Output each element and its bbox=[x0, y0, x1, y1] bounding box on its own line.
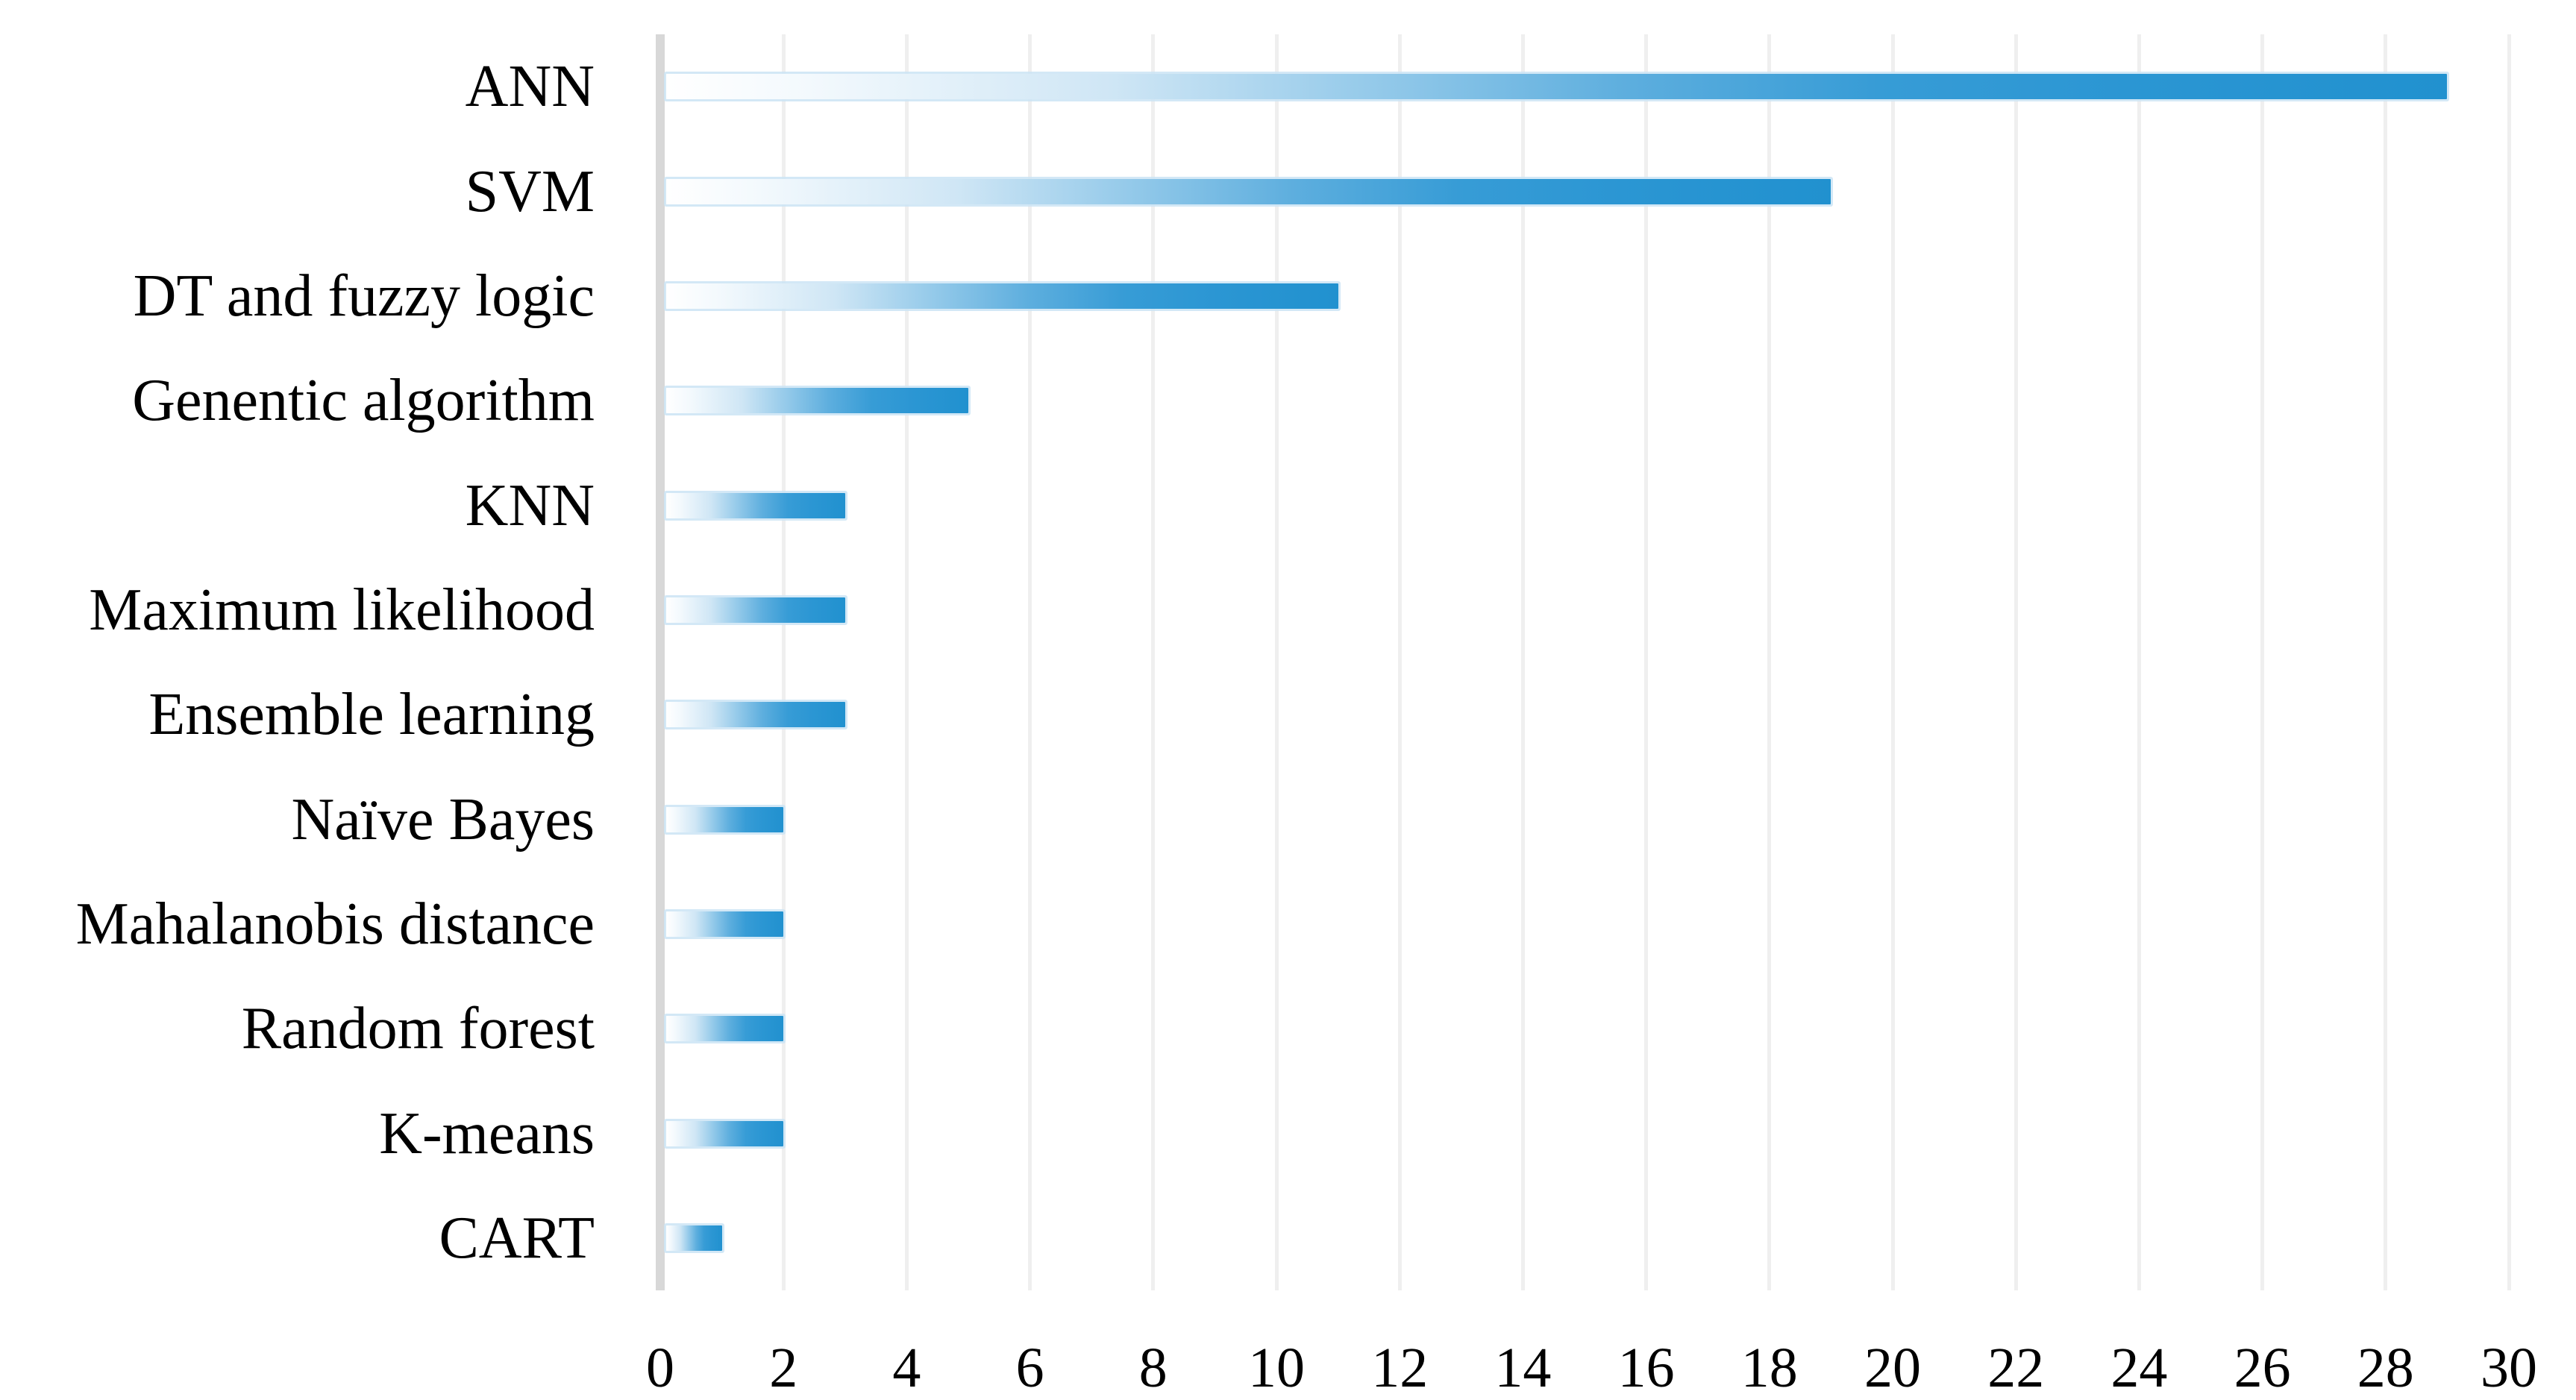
bar bbox=[666, 911, 784, 937]
x-tick-label: 26 bbox=[2234, 1337, 2291, 1399]
x-gridline bbox=[904, 34, 909, 1290]
bar bbox=[666, 74, 2448, 100]
x-gridline bbox=[2507, 34, 2511, 1290]
category-label: SVM bbox=[465, 158, 595, 225]
bar bbox=[666, 283, 1338, 309]
category-label: KNN bbox=[465, 472, 595, 539]
bar bbox=[666, 1016, 784, 1042]
x-gridline bbox=[1028, 34, 1032, 1290]
x-gridline bbox=[2384, 34, 2388, 1290]
x-gridline bbox=[1520, 34, 1525, 1290]
category-label: Mahalanobis distance bbox=[75, 891, 595, 957]
category-label: CART bbox=[439, 1205, 595, 1271]
x-gridline bbox=[2137, 34, 2141, 1290]
x-tick-label: 18 bbox=[1740, 1337, 1798, 1399]
x-gridline bbox=[2260, 34, 2265, 1290]
x-tick-label: 22 bbox=[1987, 1337, 2045, 1399]
x-tick-label: 28 bbox=[2357, 1337, 2414, 1399]
bar bbox=[666, 702, 845, 728]
bar bbox=[666, 597, 845, 623]
x-tick-label: 2 bbox=[769, 1337, 798, 1399]
x-tick-label: 20 bbox=[1864, 1337, 1921, 1399]
x-gridline bbox=[1767, 34, 1772, 1290]
y-axis-line bbox=[656, 34, 665, 1290]
x-tick-label: 14 bbox=[1494, 1337, 1552, 1399]
bar bbox=[666, 388, 968, 414]
x-gridline bbox=[1644, 34, 1649, 1290]
category-label: K-means bbox=[379, 1100, 595, 1167]
x-gridline bbox=[1397, 34, 1402, 1290]
category-label: Naïve Bayes bbox=[291, 786, 595, 853]
x-gridline bbox=[781, 34, 786, 1290]
category-label: Genentic algorithm bbox=[132, 368, 595, 434]
x-tick-label: 16 bbox=[1617, 1337, 1675, 1399]
x-tick-label: 30 bbox=[2481, 1337, 2537, 1399]
x-tick-label: 24 bbox=[2110, 1337, 2168, 1399]
bar bbox=[666, 492, 845, 518]
x-tick-label: 0 bbox=[646, 1337, 674, 1399]
x-tick-label: 12 bbox=[1371, 1337, 1429, 1399]
x-tick-label: 4 bbox=[892, 1337, 921, 1399]
category-label: DT and fuzzy logic bbox=[133, 263, 595, 329]
bar bbox=[666, 178, 1831, 204]
bar bbox=[666, 1225, 722, 1251]
x-tick-label: 8 bbox=[1138, 1337, 1168, 1399]
x-tick-label: 10 bbox=[1248, 1337, 1305, 1399]
category-label: Ensemble learning bbox=[148, 682, 595, 748]
bar bbox=[666, 806, 784, 832]
category-label: Random forest bbox=[241, 996, 595, 1062]
x-tick-label: 6 bbox=[1015, 1337, 1044, 1399]
category-label: ANN bbox=[465, 54, 595, 120]
category-label: Maximum likelihood bbox=[89, 577, 595, 643]
bar bbox=[666, 1120, 784, 1146]
x-gridline bbox=[1274, 34, 1279, 1290]
x-gridline bbox=[1890, 34, 1895, 1290]
x-gridline bbox=[2014, 34, 2018, 1290]
x-gridline bbox=[1151, 34, 1156, 1290]
